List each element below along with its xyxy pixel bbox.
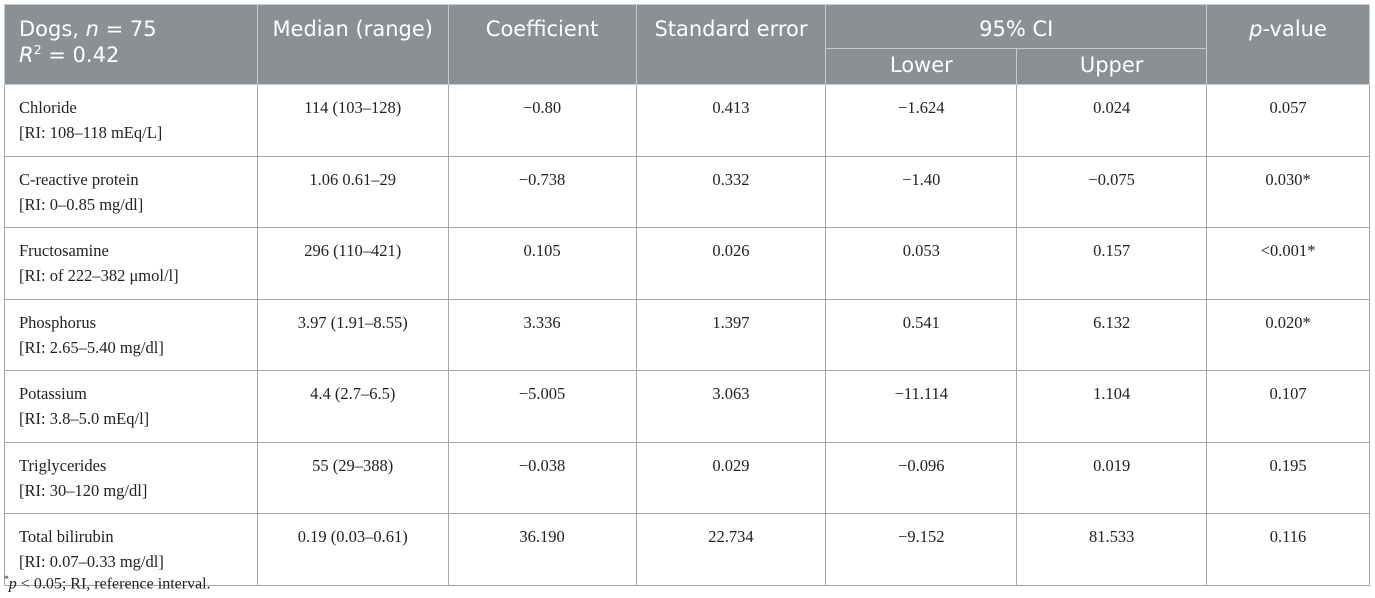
table-row: Potassium [RI: 3.8–5.0 mEq/l] 4.4 (2.7–6.5… bbox=[4, 370, 1370, 443]
header-coefficient: Coefficient bbox=[447, 3, 637, 86]
cell-lower: −9.152 bbox=[825, 513, 1018, 586]
cell-lower: −1.40 bbox=[825, 155, 1018, 229]
cell-variable: Phosphorus [RI: 2.65–5.40 mg/dl] bbox=[4, 298, 258, 372]
cell-variable: Chloride [RI: 108–118 mEq/L] bbox=[4, 84, 258, 157]
header-p-value: p-value bbox=[1206, 3, 1370, 86]
cell-coef: 3.336 bbox=[447, 298, 637, 372]
cell-median: 3.97 (1.91–8.55) bbox=[256, 298, 449, 372]
footnote: *p < 0.05; RI, reference interval. bbox=[4, 574, 211, 593]
header-standard-error: Standard error bbox=[635, 3, 827, 86]
cell-p: 0.030* bbox=[1206, 155, 1370, 229]
cell-se: 1.397 bbox=[635, 298, 827, 372]
table-row: Triglycerides [RI: 30–120 mg/dl] 55 (29–38… bbox=[4, 441, 1370, 515]
cell-upper: 81.533 bbox=[1016, 513, 1208, 586]
footnote-star: * bbox=[4, 574, 9, 585]
cell-coef: −0.038 bbox=[447, 441, 637, 515]
header-r-sup: 2 bbox=[33, 42, 42, 58]
variable-name: Chloride bbox=[19, 98, 77, 118]
reference-interval: [RI: of 222–382 μmol/l] bbox=[19, 266, 179, 286]
header-p: p bbox=[1249, 17, 1263, 41]
cell-lower: 0.053 bbox=[825, 227, 1018, 300]
variable-name: C-reactive protein bbox=[19, 169, 139, 189]
cell-median: 4.4 (2.7–6.5) bbox=[256, 370, 449, 443]
variable-name: Potassium bbox=[19, 384, 87, 404]
cell-p: 0.116 bbox=[1206, 513, 1370, 586]
regression-table: Dogs, n = 75 R2 = 0.42 Median (range) Co… bbox=[4, 3, 1370, 586]
header-lower: Lower bbox=[825, 48, 1018, 86]
cell-p: 0.057 bbox=[1206, 84, 1370, 157]
cell-upper: −0.075 bbox=[1016, 155, 1208, 229]
cell-upper: 0.157 bbox=[1016, 227, 1208, 300]
cell-se: 0.026 bbox=[635, 227, 827, 300]
table-row: Total bilirubin [RI: 0.07–0.33 mg/dl] 0.19… bbox=[4, 513, 1370, 586]
cell-median: 0.19 (0.03–0.61) bbox=[256, 513, 449, 586]
reference-interval: [RI: 30–120 mg/dl] bbox=[19, 480, 148, 500]
header-dogs: Dogs, n = 75 R2 = 0.42 bbox=[4, 3, 258, 86]
cell-lower: −11.114 bbox=[825, 370, 1018, 443]
header-dogs-label: Dogs, bbox=[19, 17, 86, 41]
cell-median: 55 (29–388) bbox=[256, 441, 449, 515]
header-subrow: Lower Upper bbox=[5, 48, 1370, 86]
variable-name: Total bilirubin bbox=[19, 527, 114, 547]
reference-interval: [RI: 108–118 mEq/L] bbox=[19, 123, 163, 143]
cell-median: 1.06 0.61–29 bbox=[256, 155, 449, 229]
cell-lower: −0.096 bbox=[825, 441, 1018, 515]
header-n: n bbox=[85, 17, 99, 41]
variable-name: Triglycerides bbox=[19, 455, 107, 475]
cell-coef: −0.80 bbox=[447, 84, 637, 157]
cell-variable: Potassium [RI: 3.8–5.0 mEq/l] bbox=[4, 370, 258, 443]
cell-se: 0.332 bbox=[635, 155, 827, 229]
footnote-text: < 0.05; RI, reference interval. bbox=[16, 575, 211, 593]
cell-median: 296 (110–421) bbox=[256, 227, 449, 300]
cell-lower: −1.624 bbox=[825, 84, 1018, 157]
cell-se: 0.413 bbox=[635, 84, 827, 157]
table-row: C-reactive protein [RI: 0–0.85 mg/dl] 1.06… bbox=[4, 155, 1370, 229]
header-n-value: = 75 bbox=[98, 17, 157, 41]
header-ci: 95% CI bbox=[825, 3, 1208, 50]
cell-se: 3.063 bbox=[635, 370, 827, 443]
table-row: Chloride [RI: 108–118 mEq/L] 114 (103–128)… bbox=[4, 84, 1370, 157]
cell-variable: Total bilirubin [RI: 0.07–0.33 mg/dl] bbox=[4, 513, 258, 586]
cell-variable: C-reactive protein [RI: 0–0.85 mg/dl] bbox=[4, 155, 258, 229]
cell-p: 0.020* bbox=[1206, 298, 1370, 372]
table-row: Fructosamine [RI: of 222–382 μmol/l] 296 (… bbox=[4, 227, 1370, 300]
cell-coef: 36.190 bbox=[447, 513, 637, 586]
cell-upper: 6.132 bbox=[1016, 298, 1208, 372]
variable-name: Phosphorus bbox=[19, 312, 97, 332]
cell-coef: −0.738 bbox=[447, 155, 637, 229]
reference-interval: [RI: 2.65–5.40 mg/dl] bbox=[19, 337, 164, 357]
header-r: R bbox=[19, 43, 34, 68]
reference-interval: [RI: 3.8–5.0 mEq/l] bbox=[19, 409, 150, 429]
cell-upper: 0.024 bbox=[1016, 84, 1208, 157]
cell-lower: 0.541 bbox=[825, 298, 1018, 372]
cell-se: 0.029 bbox=[635, 441, 827, 515]
cell-p: 0.107 bbox=[1206, 370, 1370, 443]
header-row: Dogs, n = 75 R2 = 0.42 Median (range) Co… bbox=[4, 3, 1370, 86]
header-upper: Upper bbox=[1016, 48, 1208, 86]
cell-upper: 0.019 bbox=[1016, 441, 1208, 515]
cell-upper: 1.104 bbox=[1016, 370, 1208, 443]
reference-interval: [RI: 0–0.85 mg/dl] bbox=[19, 194, 144, 214]
cell-coef: −5.005 bbox=[447, 370, 637, 443]
header-p-suffix: -value bbox=[1262, 17, 1327, 41]
cell-se: 22.734 bbox=[635, 513, 827, 586]
cell-variable: Fructosamine [RI: of 222–382 μmol/l] bbox=[4, 227, 258, 300]
header-r2-value: = 0.42 bbox=[41, 43, 120, 68]
cell-variable: Triglycerides [RI: 30–120 mg/dl] bbox=[4, 441, 258, 515]
cell-p: <0.001* bbox=[1206, 227, 1370, 300]
reference-interval: [RI: 0.07–0.33 mg/dl] bbox=[19, 552, 164, 572]
variable-name: Fructosamine bbox=[19, 241, 109, 261]
cell-median: 114 (103–128) bbox=[256, 84, 449, 157]
footnote-p: p bbox=[8, 575, 17, 593]
table-row: Phosphorus [RI: 2.65–5.40 mg/dl] 3.97 (1.9… bbox=[4, 298, 1370, 372]
cell-coef: 0.105 bbox=[447, 227, 637, 300]
cell-p: 0.195 bbox=[1206, 441, 1370, 515]
header-median: Median (range) bbox=[256, 3, 449, 86]
